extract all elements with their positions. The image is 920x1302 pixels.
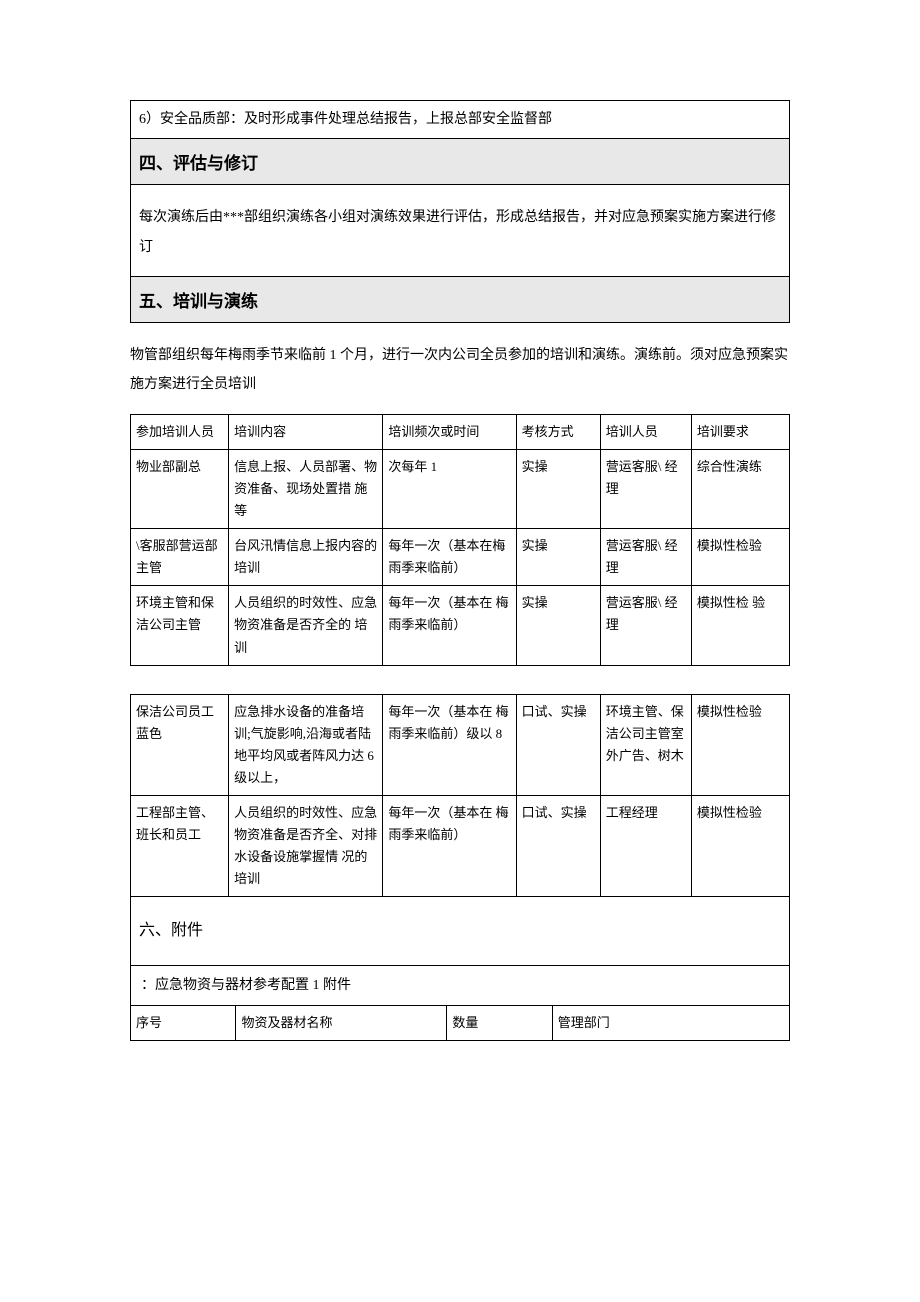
cell: 人员组织的时效性、应急物资准备是否齐全、对排水设备设施掌握情 况的培训 bbox=[229, 795, 383, 896]
cell: 口试、实操 bbox=[516, 795, 600, 896]
cell: 实操 bbox=[516, 586, 600, 665]
cell: 人员组织的时效性、应急物资准备是否齐全的 培训 bbox=[229, 586, 383, 665]
training-table-2: 保洁公司员工蓝色 应急排水设备的准备培训;气旋影响,沿海或者陆地平均风或者阵风力… bbox=[130, 694, 790, 1007]
th-personnel: 参加培训人员 bbox=[131, 414, 229, 449]
cell: 模拟性检 验 bbox=[691, 586, 789, 665]
cell: 营运客服\ 经理 bbox=[600, 529, 691, 586]
cell: 每年一次（基本在梅雨季来临前） bbox=[383, 529, 516, 586]
cell: 实操 bbox=[516, 449, 600, 528]
th-quantity: 数量 bbox=[447, 1006, 552, 1041]
cell: 营运客服\ 经理 bbox=[600, 586, 691, 665]
cell: 应急排水设备的准备培训;气旋影响,沿海或者陆地平均风或者阵风力达 6 级以上， bbox=[229, 694, 383, 795]
section-6-header: 六、附件 bbox=[131, 897, 790, 965]
table-row: 物业部副总 信息上报、人员部署、物资准备、现场处置措 施等 次每年 1 实操 营… bbox=[131, 449, 790, 528]
table-row: \客服部营运部主管 台风汛情信息上报内容的培训 每年一次（基本在梅雨季来临前） … bbox=[131, 529, 790, 586]
section-4-body: 每次演练后由***部组织演练各小组对演练效果进行评估，形成总结报告，并对应急预案… bbox=[130, 184, 790, 276]
th-trainer: 培训人员 bbox=[600, 414, 691, 449]
cell: 环境主管和保 洁公司主管 bbox=[131, 586, 229, 665]
cell: 营运客服\ 经理 bbox=[600, 449, 691, 528]
section-5-body: 物管部组织每年梅雨季节来临前 1 个月，进行一次内公司全员参加的培训和演练。演练… bbox=[130, 323, 790, 414]
cell: 模拟性检验 bbox=[691, 795, 789, 896]
training-table-1: 参加培训人员 培训内容 培训频次或时间 考核方式 培训人员 培训要求 物业部副总… bbox=[130, 414, 790, 666]
cell: 每年一次（基本在 梅雨季来临前） bbox=[383, 586, 516, 665]
cell: 口试、实操 bbox=[516, 694, 600, 795]
section-4-header: 四、评估与修订 bbox=[130, 138, 790, 184]
table-row: 参加培训人员 培训内容 培训频次或时间 考核方式 培训人员 培训要求 bbox=[131, 414, 790, 449]
cell: 保洁公司员工蓝色 bbox=[131, 694, 229, 795]
cell: 每年一次（基本在 梅雨季来临前） bbox=[383, 795, 516, 896]
cell: 每年一次（基本在 梅雨季来临前）级以 8 bbox=[383, 694, 516, 795]
cell: 综合性演练 bbox=[691, 449, 789, 528]
th-department: 管理部门 bbox=[552, 1006, 789, 1041]
cell: 工程部主管、班长和员工 bbox=[131, 795, 229, 896]
table-row: 六、附件 bbox=[131, 897, 790, 965]
th-material-name: 物资及器材名称 bbox=[236, 1006, 447, 1041]
cell: 台风汛情信息上报内容的培训 bbox=[229, 529, 383, 586]
section-5-header: 五、培训与演练 bbox=[130, 276, 790, 323]
cell: 实操 bbox=[516, 529, 600, 586]
th-content: 培训内容 bbox=[229, 414, 383, 449]
cell: 物业部副总 bbox=[131, 449, 229, 528]
th-requirement: 培训要求 bbox=[691, 414, 789, 449]
cell: 环境主管、保洁公司主管室外广告、树木 bbox=[600, 694, 691, 795]
cell: 模拟性检验 bbox=[691, 529, 789, 586]
th-frequency: 培训频次或时间 bbox=[383, 414, 516, 449]
table-row: 保洁公司员工蓝色 应急排水设备的准备培训;气旋影响,沿海或者陆地平均风或者阵风力… bbox=[131, 694, 790, 795]
cell: 工程经理 bbox=[600, 795, 691, 896]
cell: 次每年 1 bbox=[383, 449, 516, 528]
table-row: 序号 物资及器材名称 数量 管理部门 bbox=[131, 1006, 790, 1041]
cell: 信息上报、人员部署、物资准备、现场处置措 施等 bbox=[229, 449, 383, 528]
cell: 模拟性检验 bbox=[691, 694, 789, 795]
cell: \客服部营运部主管 bbox=[131, 529, 229, 586]
table-row: ：应急物资与器材参考配置 1 附件 bbox=[131, 965, 790, 1006]
th-seq: 序号 bbox=[131, 1006, 236, 1041]
table-row: 工程部主管、班长和员工 人员组织的时效性、应急物资准备是否齐全、对排水设备设施掌… bbox=[131, 795, 790, 896]
table-row: 环境主管和保 洁公司主管 人员组织的时效性、应急物资准备是否齐全的 培训 每年一… bbox=[131, 586, 790, 665]
attachment-subtitle: ：应急物资与器材参考配置 1 附件 bbox=[131, 965, 790, 1006]
th-assessment: 考核方式 bbox=[516, 414, 600, 449]
materials-table: 序号 物资及器材名称 数量 管理部门 bbox=[130, 1006, 790, 1041]
table-gap bbox=[130, 666, 790, 694]
row-6-text: 6）安全品质部：及时形成事件处理总结报告，上报总部安全监督部 bbox=[130, 100, 790, 138]
